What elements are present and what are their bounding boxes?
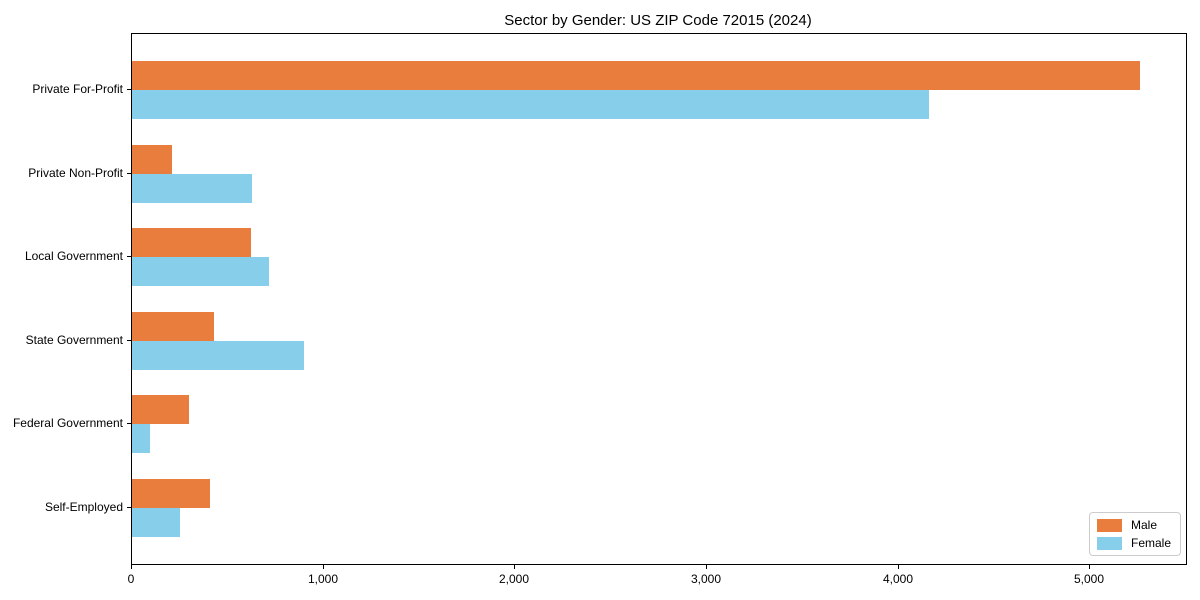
legend: Male Female bbox=[1088, 512, 1181, 556]
bar-female-private-non-profit bbox=[132, 173, 252, 203]
bar-female-federal-government bbox=[132, 424, 150, 454]
legend-item-male: Male bbox=[1096, 518, 1171, 532]
y-tick-mark bbox=[127, 172, 131, 174]
x-tick-mark bbox=[323, 565, 324, 569]
y-label-state-government: State Government bbox=[25, 332, 123, 347]
bar-female-state-government bbox=[132, 340, 304, 370]
bar-female-private-for-profit bbox=[132, 90, 929, 119]
y-tick-mark bbox=[127, 339, 131, 341]
x-tick-mark bbox=[514, 565, 515, 569]
legend-label-female: Female bbox=[1130, 536, 1171, 550]
bar-male-federal-government bbox=[132, 395, 189, 425]
x-tick-mark bbox=[706, 565, 707, 569]
y-label-private-for-profit: Private For-Profit bbox=[32, 82, 123, 96]
legend-item-female: Female bbox=[1096, 536, 1171, 550]
chart-title: Sector by Gender: US ZIP Code 72015 (202… bbox=[504, 12, 812, 29]
bar-male-state-government bbox=[132, 311, 214, 341]
y-tick-mark bbox=[127, 507, 131, 508]
bar-male-private-non-profit bbox=[132, 144, 172, 174]
bar-male-self-employed bbox=[132, 479, 210, 508]
x-tick-label-4000: 4,000 bbox=[882, 572, 914, 586]
y-label-self-employed: Self-Employed bbox=[44, 500, 123, 514]
legend-swatch-male bbox=[1096, 518, 1122, 532]
x-tick-mark bbox=[898, 565, 899, 569]
legend-label-male: Male bbox=[1130, 518, 1157, 532]
x-tick-label-2000: 2,000 bbox=[498, 572, 530, 586]
x-tick-mark bbox=[131, 565, 132, 569]
bar-male-private-for-profit bbox=[132, 61, 1140, 90]
x-tick-label-5000: 5,000 bbox=[1073, 572, 1105, 586]
y-tick-mark bbox=[127, 423, 131, 425]
bar-female-self-employed bbox=[132, 508, 180, 537]
x-tick-label-3000: 3,000 bbox=[690, 572, 722, 586]
x-tick-label-0: 0 bbox=[127, 572, 135, 586]
bar-male-local-government bbox=[132, 228, 251, 258]
y-label-local-government: Local Government bbox=[24, 249, 123, 264]
bar-female-local-government bbox=[132, 257, 269, 287]
legend-swatch-female bbox=[1096, 536, 1122, 550]
x-tick-mark bbox=[1089, 565, 1090, 569]
y-label-federal-government: Federal Government bbox=[12, 416, 123, 431]
y-label-private-non-profit: Private Non-Profit bbox=[28, 165, 123, 180]
y-tick-mark bbox=[127, 256, 131, 258]
plot-area: Male Female bbox=[131, 33, 1187, 565]
y-tick-mark bbox=[127, 89, 131, 90]
x-tick-label-1000: 1,000 bbox=[307, 572, 339, 586]
